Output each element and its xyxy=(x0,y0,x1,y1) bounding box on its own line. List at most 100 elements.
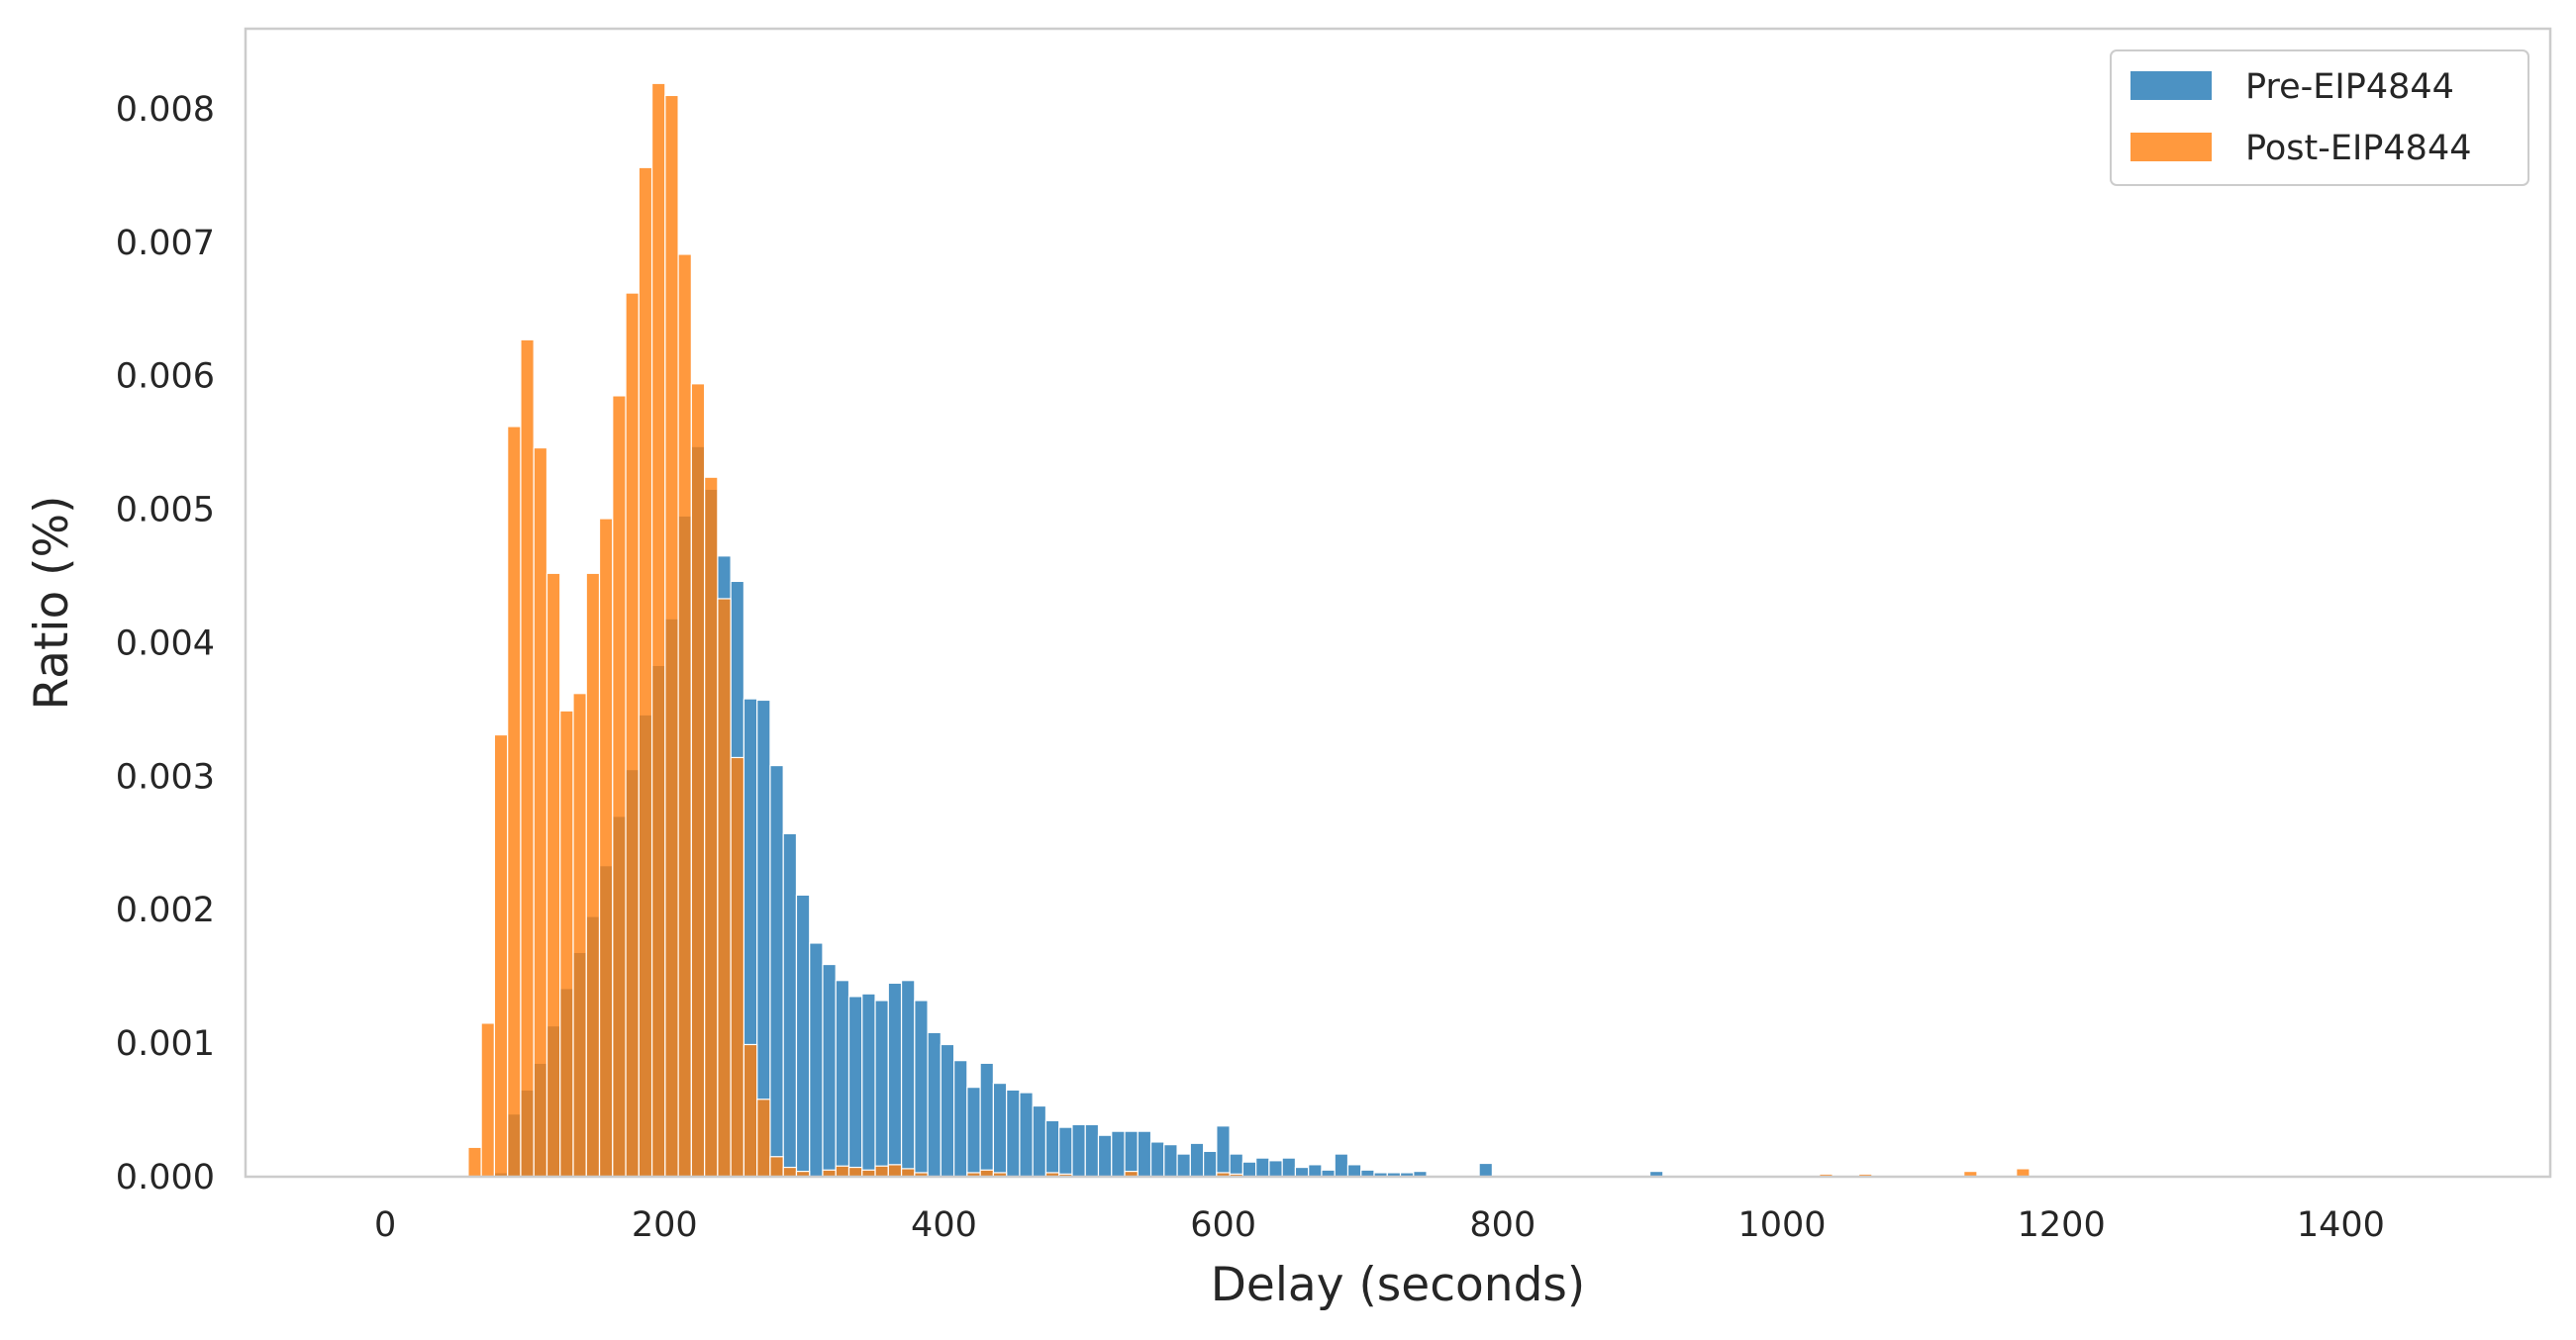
histogram-bar xyxy=(1334,1153,1349,1178)
histogram-bar xyxy=(992,1082,1008,1178)
histogram-bar xyxy=(1084,1123,1100,1178)
histogram-bar xyxy=(953,1060,968,1178)
y-tick-label: 0.006 xyxy=(116,357,215,397)
histogram-bar xyxy=(887,1164,903,1178)
x-tick-label: 1400 xyxy=(2297,1205,2385,1245)
histogram-bar xyxy=(704,476,719,1178)
histogram-bar xyxy=(782,1166,798,1178)
x-tick-label: 400 xyxy=(911,1205,977,1245)
histogram-bar xyxy=(730,756,745,1178)
histogram-bar xyxy=(467,1146,482,1178)
histogram-bar xyxy=(1124,1130,1139,1178)
histogram-bar xyxy=(677,253,692,1178)
y-tick-labels: 0.000 0.001 0.002 0.003 0.004 0.005 0.006 0.007… xyxy=(116,90,215,1197)
histogram-bar xyxy=(507,426,522,1178)
legend-swatch-post-eip4844 xyxy=(2130,133,2212,161)
histogram-bar xyxy=(1229,1153,1243,1178)
x-tick-label: 1000 xyxy=(1737,1205,1826,1245)
histogram-bar xyxy=(1111,1130,1126,1178)
histogram-bar xyxy=(743,1043,758,1178)
histogram-bar xyxy=(835,980,850,1178)
x-tick-label: 800 xyxy=(1469,1205,1536,1245)
y-tick-label: 0.004 xyxy=(116,623,215,663)
histogram-bar xyxy=(1044,1119,1060,1178)
histogram-bar xyxy=(690,383,706,1178)
histogram-bar xyxy=(1097,1134,1113,1178)
histogram-bar xyxy=(822,963,837,1178)
histogram-bar xyxy=(493,733,509,1178)
histogram-bar xyxy=(533,446,548,1178)
histogram-bar xyxy=(1478,1162,1493,1178)
histogram-bar xyxy=(1203,1150,1218,1178)
histogram-bar xyxy=(927,1031,941,1178)
y-tick-label: 0.008 xyxy=(116,90,215,130)
histogram-bar xyxy=(520,338,535,1178)
histogram-bar xyxy=(1268,1160,1283,1178)
legend-swatch-pre-eip4844 xyxy=(2130,71,2212,100)
histogram-bar xyxy=(717,598,732,1178)
histogram-bar xyxy=(795,894,811,1178)
histogram-bar xyxy=(480,1022,496,1178)
histogram-bar xyxy=(979,1062,995,1178)
histogram-bar xyxy=(966,1087,981,1178)
histogram-bar xyxy=(756,1099,771,1178)
histogram-bar xyxy=(650,82,666,1178)
histogram-bar xyxy=(769,764,784,1178)
histogram-bar xyxy=(664,94,679,1178)
histogram-bar xyxy=(1241,1161,1257,1178)
histogram-bar xyxy=(1346,1164,1362,1178)
histogram-bar xyxy=(598,518,614,1178)
x-tick-label: 1200 xyxy=(2018,1205,2106,1245)
histogram-bar xyxy=(1281,1157,1297,1178)
histogram-bar xyxy=(1006,1089,1021,1178)
x-tick-label: 600 xyxy=(1190,1205,1256,1245)
histogram-bar xyxy=(638,166,653,1178)
histogram-bar xyxy=(809,942,824,1178)
y-tick-label: 0.005 xyxy=(116,491,215,530)
histogram-bar xyxy=(1163,1144,1178,1178)
histogram-bar xyxy=(1058,1126,1073,1178)
x-axis-label: Delay (seconds) xyxy=(1211,1258,1586,1312)
histogram-bar xyxy=(1255,1157,1270,1178)
legend-box xyxy=(2110,49,2529,186)
histogram-bar xyxy=(874,1000,889,1178)
histogram-bar xyxy=(625,292,640,1178)
histogram-bar xyxy=(940,1043,955,1178)
histogram-bar xyxy=(572,693,587,1178)
histogram-bar xyxy=(1216,1125,1231,1178)
histogram-bar xyxy=(1308,1164,1323,1178)
histogram-bar xyxy=(835,1165,850,1178)
plot-frame xyxy=(244,27,2552,1179)
histogram-bar xyxy=(612,395,627,1178)
y-tick-label: 0.001 xyxy=(116,1024,215,1064)
histogram-bar xyxy=(1019,1092,1034,1178)
legend-label-post-eip4844: Post-EIP4844 xyxy=(2245,129,2471,168)
y-tick-label: 0.002 xyxy=(116,891,215,930)
histogram-bar xyxy=(769,1156,784,1178)
histogram-bar xyxy=(1137,1130,1152,1178)
histogram-bar xyxy=(914,1000,929,1178)
histogram-bar xyxy=(1176,1153,1191,1178)
histogram-bar xyxy=(1294,1166,1310,1178)
x-tick-label: 0 xyxy=(374,1205,396,1245)
histogram-bar xyxy=(559,710,574,1178)
y-tick-label: 0.000 xyxy=(116,1158,215,1197)
histogram-bar xyxy=(1032,1104,1047,1178)
legend: Pre-EIP4844 Post-EIP4844 xyxy=(2110,49,2529,186)
histogram-bar xyxy=(847,1166,863,1178)
histogram-bar xyxy=(887,982,903,1178)
y-axis-label: Ratio (%) xyxy=(25,496,79,711)
histogram-bar xyxy=(874,1165,889,1178)
histogram-bar xyxy=(900,980,916,1178)
x-tick-label: 200 xyxy=(632,1205,698,1245)
histogram-bar xyxy=(585,572,601,1178)
histogram-bar xyxy=(847,996,863,1178)
histogram-bar xyxy=(1071,1123,1086,1178)
histogram-bar xyxy=(782,832,798,1178)
histogram-bar xyxy=(545,572,561,1178)
histogram-bar xyxy=(861,993,876,1178)
y-tick-label: 0.003 xyxy=(116,757,215,797)
histogram-bar xyxy=(1189,1142,1205,1178)
x-tick-labels: 0 200 400 600 800 1000 1200 1400 xyxy=(374,1205,2385,1245)
